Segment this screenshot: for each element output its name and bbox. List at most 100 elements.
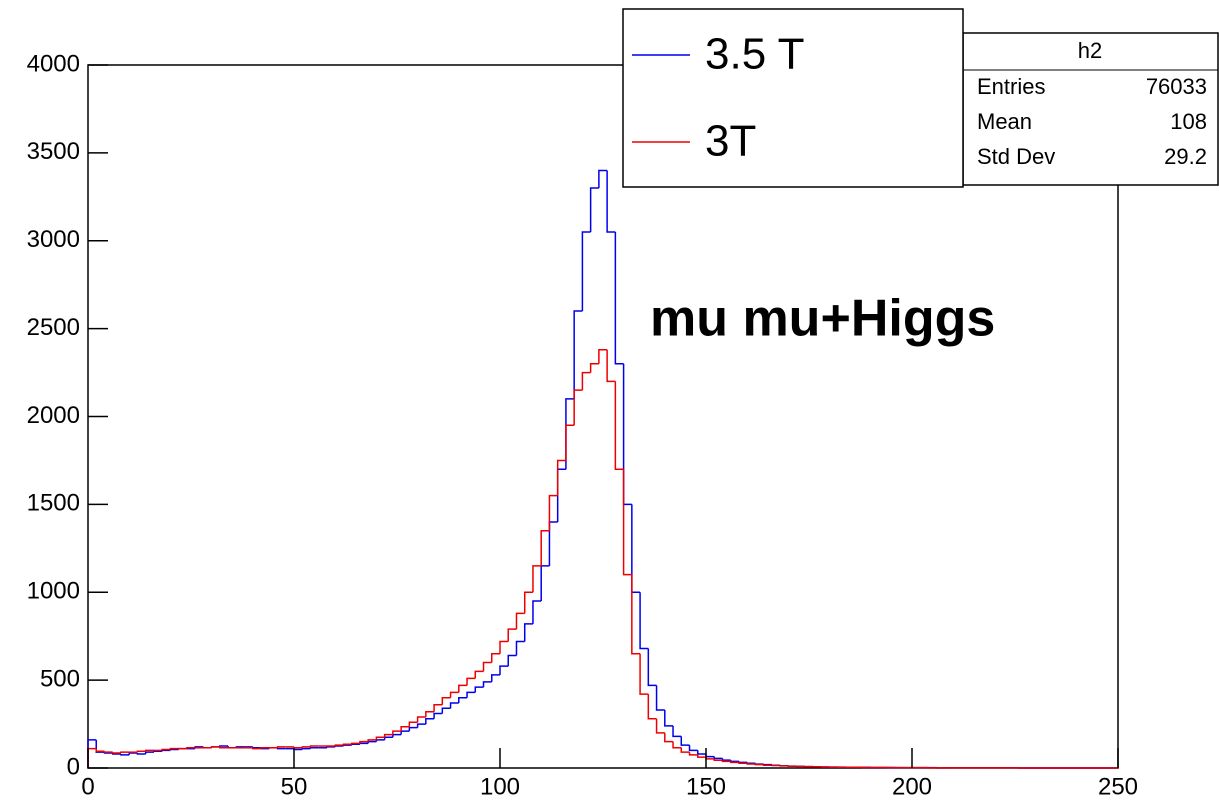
histogram-bin [161,749,171,752]
histogram-bin [565,398,575,470]
stats-label: Mean [977,109,1032,134]
histogram-bin [95,748,105,753]
histogram-bin [359,742,369,745]
histogram-series [87,169,1118,769]
histogram-bin [523,623,533,642]
histogram-bin [598,169,608,189]
histogram-bin [491,653,500,663]
histogram-bin [169,748,179,751]
histogram-bin [589,187,599,232]
histogram-bin [556,459,566,496]
histogram-bin [647,648,657,687]
histogram-bin [507,628,517,642]
histogram-bin [367,739,377,742]
histogram-bin [466,677,476,686]
histogram-bin [367,740,377,744]
histogram-bin [499,665,509,675]
histogram-bin [581,231,591,312]
histogram-bin [499,640,509,654]
stats-value: 108 [1170,109,1207,134]
histogram-bin [581,371,591,391]
x-tick-label: 200 [892,773,932,800]
histogram-bin [573,389,583,426]
histogram-bin [433,712,443,719]
histogram-bin [144,751,154,754]
histogram-bin [532,565,542,593]
histogram-bin [762,764,772,766]
histogram-bin [515,612,525,630]
annotation: mu mu+Higgs [650,290,995,348]
histogram-bin [301,746,311,748]
histogram-bin [342,744,352,747]
histogram-bin [680,736,690,746]
legend-label: 3.5 T [705,30,804,79]
histogram-bin [260,747,270,749]
histogram-bin [400,730,410,735]
histogram-bin [697,754,706,758]
histogram-bin [507,654,517,667]
stats-value: 29.2 [1164,144,1207,169]
histogram-bin [408,726,418,732]
histogram-bin [334,744,344,747]
legend-frame [622,8,964,188]
histogram-bin [647,694,657,720]
histogram-bin [293,746,303,749]
histogram-bin [606,349,616,383]
stats-frame [962,32,1219,186]
histogram-bin [655,685,665,711]
histogram-bin [449,691,459,698]
histogram-bin [441,707,451,714]
stats-title: h2 [1078,38,1102,63]
stats-label: Entries [977,74,1045,99]
x-tick-label: 100 [480,773,520,800]
histogram-bin [169,747,179,750]
stats-box: h2 Entries 76033 Mean 108 Std Dev 29.2 [962,32,1219,186]
histogram-bin [540,565,550,602]
histogram-bin [614,381,624,470]
histogram-bin [721,760,731,763]
y-tick-label: 2000 [27,402,80,429]
legend-label: 3T [705,117,756,166]
histogram-bin [746,762,756,765]
histogram-bin [219,746,229,749]
histogram-bin [474,670,484,679]
histogram-bin [754,763,764,766]
histogram-bin [664,710,674,727]
histogram-series [87,348,1118,769]
histogram-bin [408,721,418,727]
histogram-bin [556,468,566,522]
histogram-bin [540,529,550,566]
histogram-bin [95,739,105,753]
x-tick-label: 50 [281,773,308,800]
histogram-bin [276,747,286,750]
histogram-bin [606,170,616,233]
histogram-bin [688,752,698,756]
histogram-bin [120,753,130,756]
histogram-bin [293,748,303,751]
histogram-bin [87,739,97,768]
y-tick-label: 1500 [27,490,80,517]
histogram-bin [631,504,641,593]
histogram-bin [639,592,649,650]
histogram-bin [655,718,665,734]
histogram-bin [425,711,435,718]
histogram-bin [350,742,360,745]
plot-area [87,169,1118,769]
histogram-bin [639,653,649,695]
histogram-bin [672,741,682,749]
histogram-bin [120,751,130,754]
histogram-bin [573,310,583,399]
histogram-bin [482,681,492,688]
histogram-bin [449,702,459,709]
y-tick-label: 3500 [27,138,80,165]
histogram-bin [128,752,138,755]
histogram-bin [144,749,154,752]
histogram-bin [746,763,756,765]
histogram-bin [186,747,196,749]
histogram-bin [392,730,402,735]
stats-label: Std Dev [977,144,1055,169]
histogram-bin [589,363,599,373]
histogram-bin [342,743,352,746]
histogram-bin [433,703,443,712]
